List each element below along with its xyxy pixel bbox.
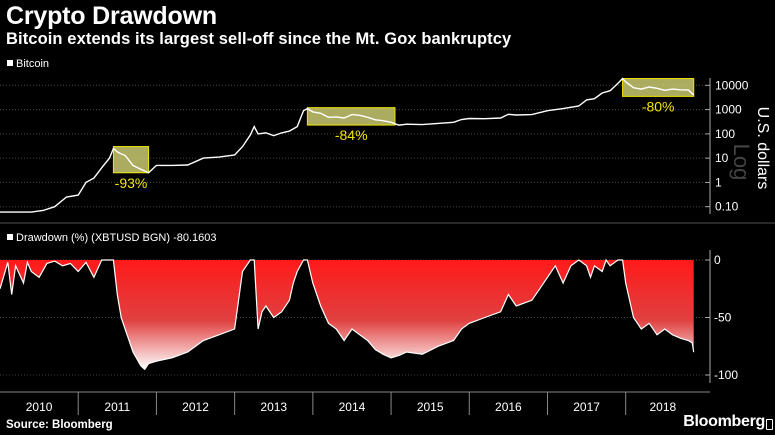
x-axis: 2010 2011 2012 2013 2014 2015 2016 2017 2018 <box>26 392 677 415</box>
bloomberg-logo: Bloomberg <box>683 413 765 430</box>
drawdown-axis: 0 -50 -100 <box>705 250 738 383</box>
drawdown-highlight-label: -80% <box>642 98 675 114</box>
drawdown-highlight-label: -93% <box>115 175 148 191</box>
drawdown-highlight-box <box>112 146 150 174</box>
price-gridlines <box>0 84 705 208</box>
price-axis-title: U.S. dollars <box>754 107 771 190</box>
price-tick-label: 100 <box>715 127 735 141</box>
price-tick-label: 10 <box>715 151 729 165</box>
x-tick-label: 2012 <box>182 400 209 414</box>
drawdown-tick-label: 0 <box>714 253 721 267</box>
x-tick-label: 2014 <box>339 400 366 414</box>
x-tick-label: 2010 <box>26 400 53 414</box>
x-tick-label: 2017 <box>573 400 600 414</box>
x-tick-label: 2015 <box>417 400 444 414</box>
drawdown-highlight-box <box>306 107 396 126</box>
terminal-icon <box>766 419 773 430</box>
drawdown-highlights <box>112 78 695 174</box>
price-panel-legend: Bitcoin <box>16 58 49 70</box>
drawdown-tick-label: -50 <box>714 311 732 325</box>
x-tick-label: 2013 <box>260 400 287 414</box>
price-tick-label: 10000 <box>715 78 749 92</box>
drawdown-panel-legend: Drawdown (%) (XBTUSD BGN) -80.1603 <box>16 232 217 244</box>
price-tick-label: 1000 <box>715 103 742 117</box>
source-note: Source: Bloomberg <box>6 419 113 431</box>
drawdown-line <box>0 258 695 371</box>
drawdown-panel-legend-swatch <box>7 234 13 240</box>
bitcoin-price-line <box>0 77 695 213</box>
price-axis: 0.10 1 10 100 1000 10000 <box>705 78 749 214</box>
x-tick-label: 2016 <box>495 400 522 414</box>
drawdown-highlight-box <box>622 78 695 97</box>
drawdown-labels: -93% -84% -80% <box>115 98 675 190</box>
drawdown-area <box>0 260 694 370</box>
log-scale-label: Log <box>729 144 754 181</box>
x-tick-label: 2018 <box>649 400 676 414</box>
drawdown-tick-label: -100 <box>714 368 738 382</box>
price-panel-legend-swatch <box>7 60 13 66</box>
chart-title: Crypto Drawdown <box>6 2 217 30</box>
drawdown-highlight-label: -84% <box>335 127 368 143</box>
chart-subtitle: Bitcoin extends its largest sell-off sin… <box>6 30 512 48</box>
price-tick-label: 1 <box>715 175 722 189</box>
x-tick-label: 2011 <box>104 400 130 414</box>
price-tick-label: 0.10 <box>715 200 739 214</box>
